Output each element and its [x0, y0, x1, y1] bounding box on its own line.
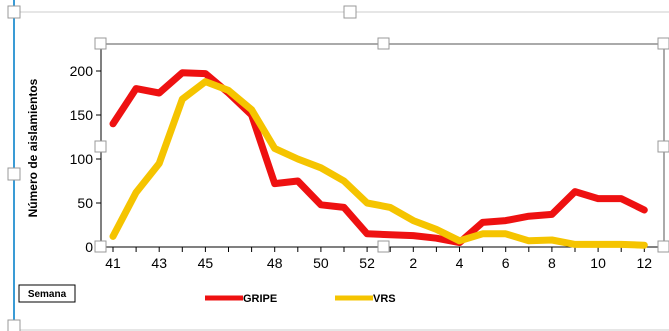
data-point-vrs	[458, 239, 461, 242]
x-tick-label: 52	[359, 255, 375, 271]
data-point-vrs	[135, 191, 138, 194]
x-axis-title-box	[18, 284, 76, 303]
series-layer	[109, 69, 648, 249]
data-point-vrs	[597, 243, 600, 246]
x-tick-label: 6	[502, 255, 510, 271]
data-point-gripe	[273, 182, 276, 185]
data-point-gripe	[574, 190, 576, 193]
data-point-gripe	[504, 219, 507, 222]
data-point-gripe	[319, 203, 322, 206]
y-tick-label: 0	[85, 239, 93, 255]
series-line-gripe	[109, 69, 648, 247]
handle-outer-top-left[interactable]	[7, 5, 21, 19]
x-tick-label: 8	[548, 255, 556, 271]
data-point-vrs	[366, 202, 369, 204]
data-point-vrs	[435, 228, 438, 231]
y-tick-label: 200	[70, 63, 94, 79]
handle-plot-top-right[interactable]	[657, 37, 669, 50]
handle-plot-bottom-mid[interactable]	[377, 240, 390, 253]
data-point-gripe	[527, 215, 530, 218]
data-point-vrs	[204, 80, 207, 83]
data-point-vrs	[620, 243, 623, 246]
data-point-gripe	[389, 233, 392, 236]
data-point-gripe	[435, 237, 438, 240]
data-point-vrs	[412, 219, 415, 222]
data-point-gripe	[366, 232, 369, 235]
data-point-vrs	[158, 162, 161, 165]
data-point-gripe	[412, 234, 415, 237]
data-point-gripe	[158, 92, 161, 94]
legend-label-vrs: VRS	[373, 293, 396, 305]
data-point-vrs	[319, 166, 322, 169]
data-point-vrs	[273, 147, 276, 150]
x-tick-label: 12	[637, 255, 653, 271]
data-point-gripe	[343, 206, 345, 209]
data-point-vrs	[343, 180, 345, 182]
y-axis-label: Número de aislamientos	[26, 78, 40, 217]
x-tick-label: 10	[590, 255, 606, 271]
y-axis: 0 50 100 150 200	[70, 44, 102, 255]
handle-plot-mid-right[interactable]	[657, 140, 669, 153]
handle-plot-bottom-right[interactable]	[657, 240, 669, 253]
data-point-gripe	[296, 180, 299, 182]
y-tick-label: 150	[70, 107, 94, 123]
handle-plot-top-left[interactable]	[94, 37, 107, 50]
data-point-vrs	[227, 89, 230, 92]
y-tick-label: 100	[70, 151, 94, 167]
handle-plot-mid-left[interactable]	[94, 140, 107, 153]
legend-label-gripe: GRIPE	[243, 293, 277, 305]
data-point-vrs	[112, 235, 114, 238]
x-tick-label: 50	[313, 255, 329, 271]
x-tick-label: 43	[151, 255, 167, 271]
data-point-vrs	[550, 238, 553, 241]
x-tick-label: 45	[198, 255, 214, 271]
data-point-vrs	[296, 158, 299, 160]
y-tick-label: 50	[77, 195, 93, 211]
data-point-gripe	[643, 209, 646, 212]
handle-outer-top-mid[interactable]	[343, 5, 357, 19]
data-point-vrs	[574, 243, 576, 246]
data-point-gripe	[597, 197, 600, 200]
data-point-gripe	[550, 213, 553, 216]
data-point-vrs	[481, 232, 484, 235]
data-point-gripe	[620, 197, 623, 200]
data-point-vrs	[527, 239, 530, 242]
handle-plot-top-mid[interactable]	[377, 37, 390, 50]
legend: GRIPE VRS	[205, 293, 396, 305]
data-point-gripe	[204, 72, 207, 75]
data-point-gripe	[481, 221, 484, 224]
handle-outer-mid-left[interactable]	[7, 167, 21, 181]
handle-outer-bottom-left[interactable]	[7, 319, 21, 331]
x-axis-title: Semana	[28, 289, 67, 300]
data-point-vrs	[181, 98, 184, 101]
x-tick-label: 4	[456, 255, 464, 271]
series-line-vrs	[109, 78, 648, 249]
data-point-vrs	[389, 206, 392, 209]
data-point-gripe	[135, 87, 138, 90]
x-tick-label: 2	[409, 255, 417, 271]
data-point-gripe	[181, 71, 184, 74]
data-point-vrs	[643, 244, 646, 247]
x-tick-label: 41	[105, 255, 121, 271]
handle-plot-bottom-left[interactable]	[94, 240, 107, 253]
data-point-vrs	[250, 108, 253, 111]
x-tick-label: 48	[267, 255, 283, 271]
data-point-gripe	[112, 122, 114, 125]
data-point-vrs	[504, 232, 507, 235]
